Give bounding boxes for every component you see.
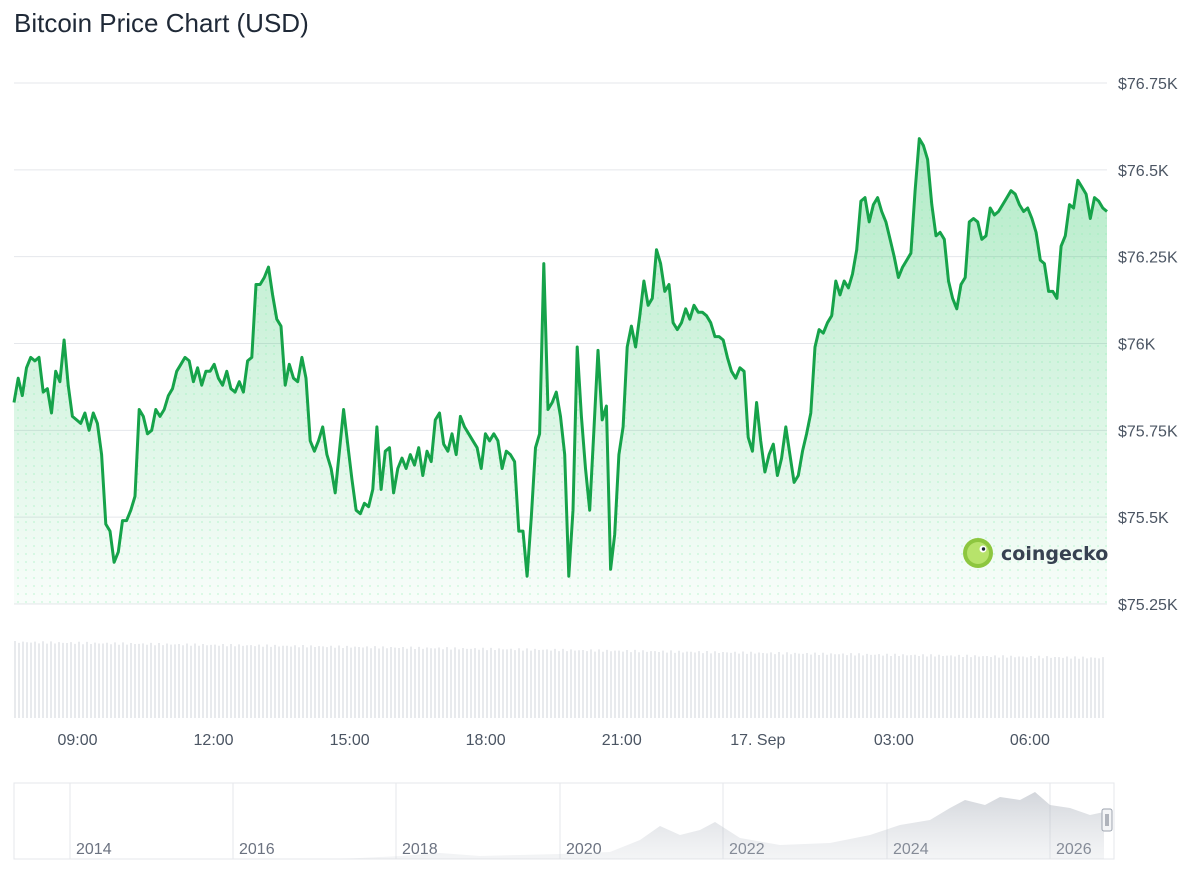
- y-tick-label: $76.75K: [1118, 76, 1178, 93]
- navigator-year-label: 2014: [76, 841, 112, 858]
- brand-label: coingecko: [1001, 543, 1108, 565]
- x-tick-label: 12:00: [194, 732, 234, 749]
- x-tick-label: 09:00: [57, 732, 97, 749]
- y-tick-label: $76.25K: [1118, 250, 1178, 267]
- navigator-area: [340, 792, 1104, 859]
- y-tick-label: $75.75K: [1118, 423, 1178, 440]
- price-line[interactable]: [12, 137, 1108, 578]
- navigator-handle[interactable]: [1101, 808, 1113, 832]
- x-tick-label: 06:00: [1010, 732, 1050, 749]
- x-tick-label: 21:00: [602, 732, 642, 749]
- x-tick-label: 18:00: [466, 732, 506, 749]
- y-tick-label: $76K: [1118, 337, 1156, 354]
- price-area-texture: [14, 138, 1107, 604]
- y-tick-label: $75.5K: [1118, 510, 1169, 527]
- y-tick-label: $76.5K: [1118, 163, 1169, 180]
- x-tick-label: 15:00: [330, 732, 370, 749]
- x-tick-label: 17. Sep: [730, 732, 785, 749]
- navigator-year-label: 2016: [239, 841, 275, 858]
- y-tick-label: $75.25K: [1118, 597, 1178, 614]
- navigator-year-label: 2018: [402, 841, 438, 858]
- x-tick-label: 03:00: [874, 732, 914, 749]
- coingecko-logo: coingecko: [963, 538, 1108, 568]
- chart-title: Bitcoin Price Chart (USD): [14, 8, 309, 38]
- range-navigator[interactable]: 2014201620182020202220242026: [13, 782, 1115, 860]
